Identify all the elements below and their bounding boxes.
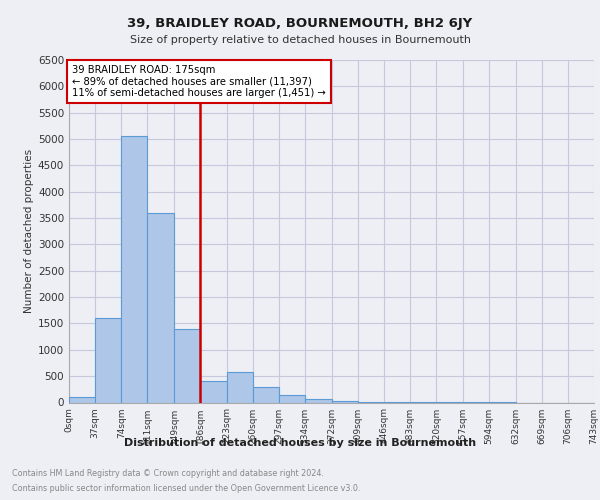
Bar [69, 397, 95, 402]
Bar [253, 386, 279, 402]
Text: Contains HM Land Registry data © Crown copyright and database right 2024.: Contains HM Land Registry data © Crown c… [12, 469, 324, 478]
Bar [332, 401, 358, 402]
Bar [279, 394, 305, 402]
Bar [95, 318, 121, 402]
Text: Contains public sector information licensed under the Open Government Licence v3: Contains public sector information licen… [12, 484, 361, 493]
Text: Distribution of detached houses by size in Bournemouth: Distribution of detached houses by size … [124, 438, 476, 448]
Text: Size of property relative to detached houses in Bournemouth: Size of property relative to detached ho… [130, 35, 470, 45]
Bar [200, 382, 227, 402]
Bar [227, 372, 253, 402]
Bar [148, 213, 174, 402]
Y-axis label: Number of detached properties: Number of detached properties [24, 149, 34, 314]
Bar [121, 136, 148, 402]
Bar [174, 328, 200, 402]
Text: 39, BRAIDLEY ROAD, BOURNEMOUTH, BH2 6JY: 39, BRAIDLEY ROAD, BOURNEMOUTH, BH2 6JY [127, 18, 473, 30]
Bar [305, 400, 332, 402]
Text: 39 BRAIDLEY ROAD: 175sqm
← 89% of detached houses are smaller (11,397)
11% of se: 39 BRAIDLEY ROAD: 175sqm ← 89% of detach… [72, 65, 326, 98]
